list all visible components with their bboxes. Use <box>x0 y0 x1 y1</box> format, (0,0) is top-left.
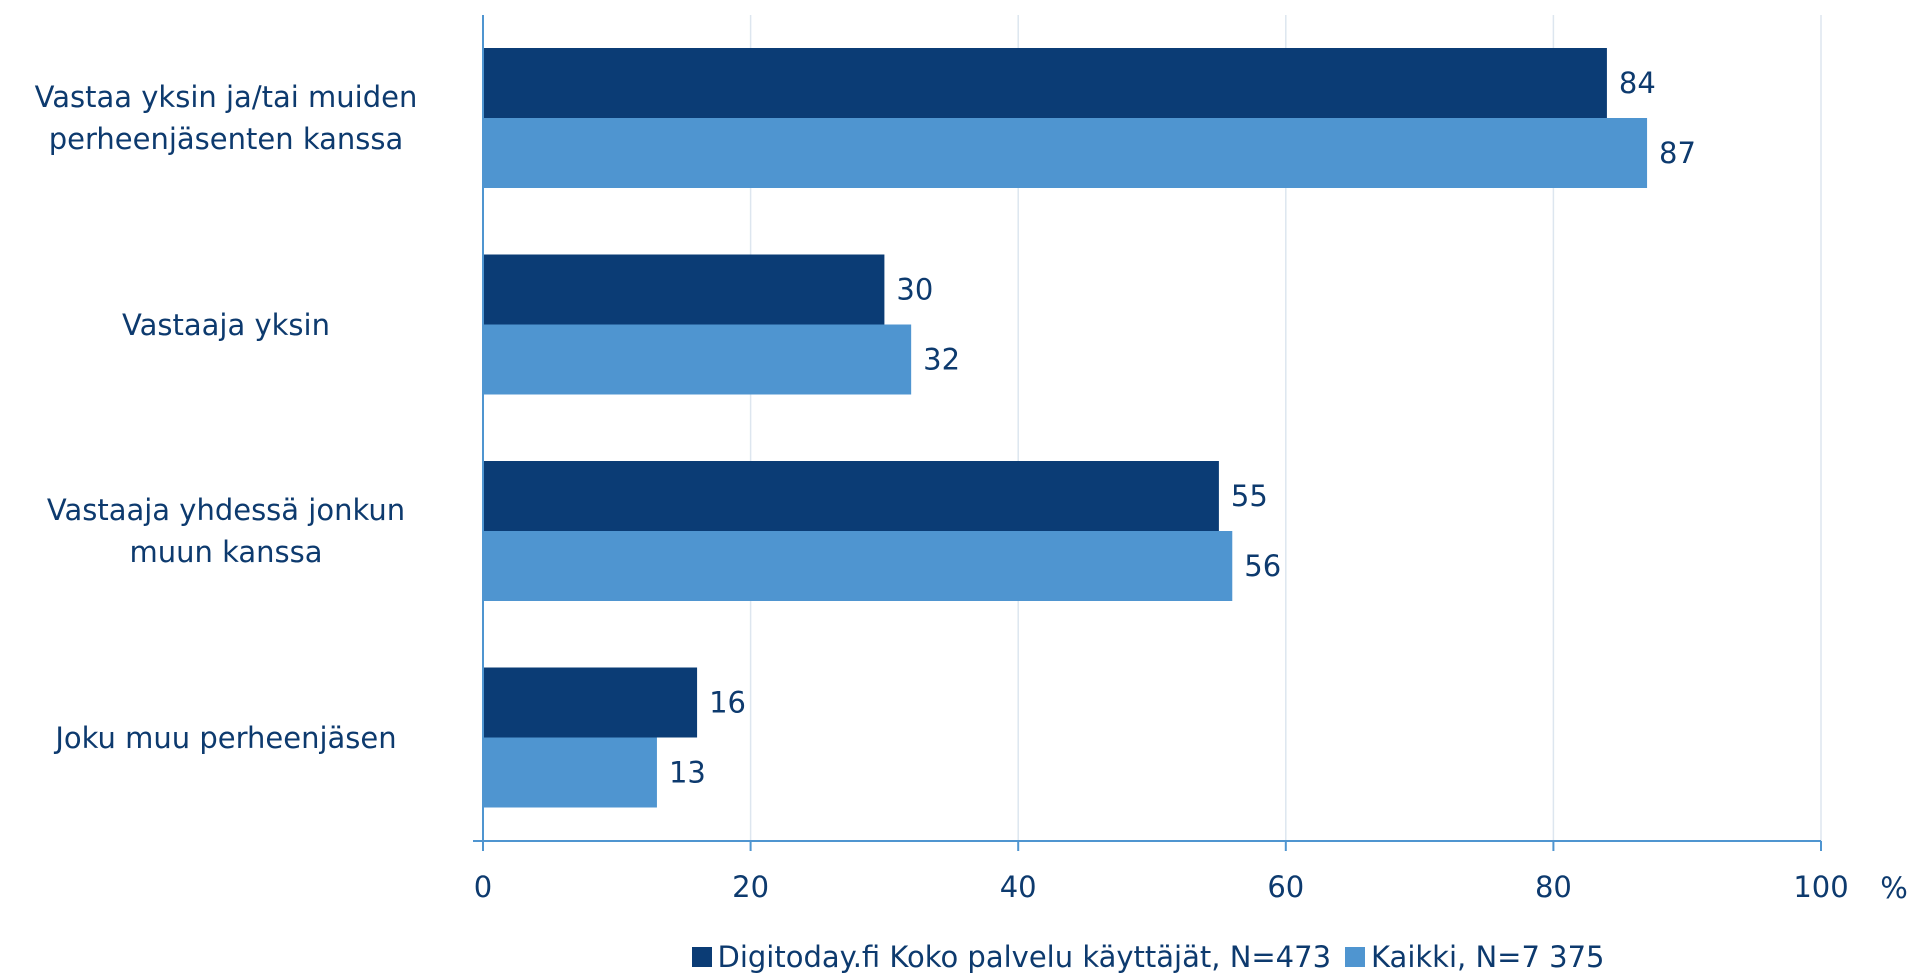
legend-item: Digitoday.fi Koko palvelu käyttäjät, N=4… <box>691 940 1332 974</box>
legend: Digitoday.fi Koko palvelu käyttäjät, N=4… <box>0 940 1916 974</box>
bar <box>483 531 1233 601</box>
category-label: Vastaaja yksin <box>122 307 330 342</box>
x-tick-label: 100 <box>1793 870 1848 904</box>
legend-swatch <box>691 947 712 967</box>
value-label: 55 <box>1231 479 1268 513</box>
x-tick-label: 20 <box>732 870 769 904</box>
bar <box>483 324 912 395</box>
value-label: 32 <box>923 343 960 377</box>
value-label: 13 <box>669 756 706 790</box>
x-unit-label: % <box>1880 871 1908 905</box>
legend-label: Kaikki, N=7 375 <box>1371 940 1605 974</box>
bar <box>483 118 1648 188</box>
bar <box>483 667 698 738</box>
x-tick-label: 0 <box>474 870 492 904</box>
value-label: 87 <box>1659 136 1696 170</box>
legend-swatch <box>1345 947 1366 967</box>
value-label: 84 <box>1619 66 1656 100</box>
bar <box>483 737 657 808</box>
value-label: 16 <box>709 686 746 720</box>
category-label: Vastaa yksin ja/tai muiden perheenjäsent… <box>34 79 418 156</box>
bar <box>483 254 885 325</box>
x-tick-label: 40 <box>1000 870 1037 904</box>
bar <box>483 461 1219 531</box>
bar <box>483 48 1607 118</box>
legend-label: Digitoday.fi Koko palvelu käyttäjät, N=4… <box>717 940 1332 974</box>
value-label: 56 <box>1244 549 1281 583</box>
legend-item: Kaikki, N=7 375 <box>1345 940 1604 974</box>
value-label: 30 <box>896 273 933 307</box>
x-tick-label: 80 <box>1535 870 1572 904</box>
x-tick-label: 60 <box>1267 870 1304 904</box>
category-label: Joku muu perheenjäsen <box>55 720 397 755</box>
category-label: Vastaaja yhdessä jonkun muun kanssa <box>46 492 406 569</box>
